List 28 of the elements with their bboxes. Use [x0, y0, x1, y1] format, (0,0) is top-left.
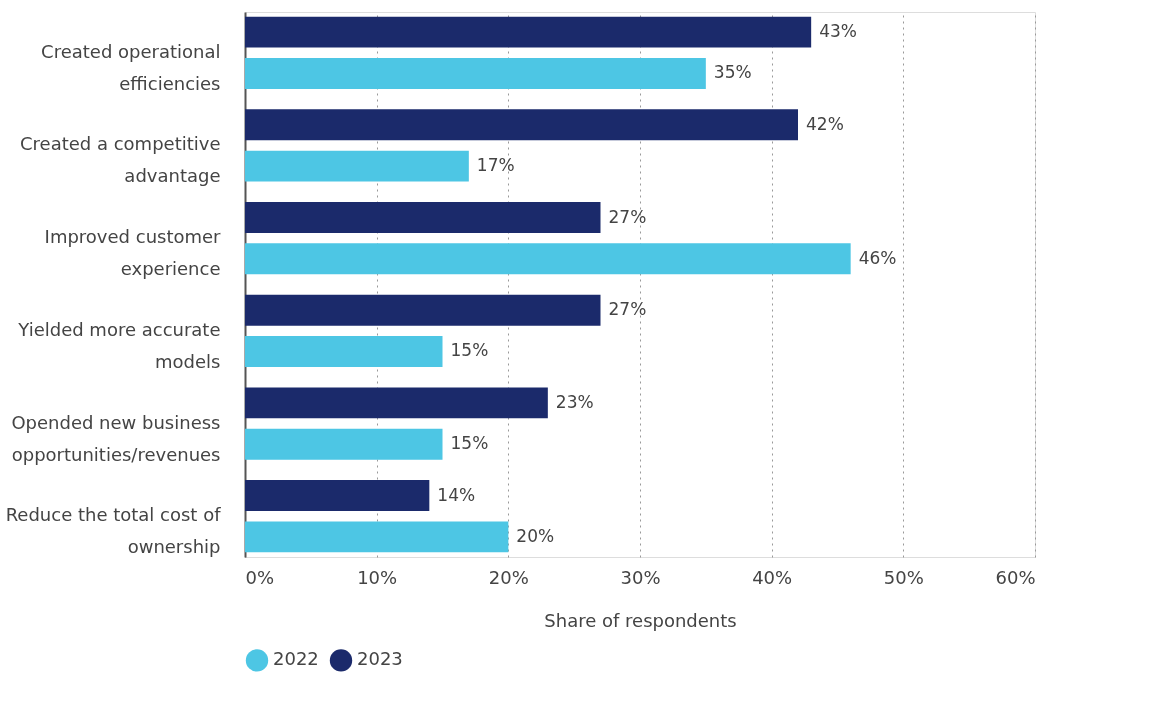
data-label: 27% [608, 299, 647, 320]
x-tick-label: 10% [357, 566, 398, 588]
x-axis-title: Share of respondents [544, 609, 737, 631]
data-label: 23% [555, 391, 594, 412]
y-tick-label: Yielded more accurate models [17, 318, 221, 372]
data-label: 42% [806, 113, 844, 134]
legend-label: 2023 [357, 648, 403, 670]
x-tick-label: 30% [620, 566, 661, 588]
x-tick-label: 0% [245, 566, 275, 588]
data-label: 17% [476, 155, 515, 176]
data-label: 35% [713, 62, 752, 83]
x-tick-label: 40% [752, 566, 793, 588]
data-label: 15% [450, 433, 489, 454]
data-label: 43% [819, 21, 857, 42]
data-label: 20% [516, 525, 555, 546]
x-tick-label: 60% [995, 566, 1036, 588]
x-tick-label: 20% [488, 566, 529, 588]
data-label: 46% [858, 247, 897, 268]
data-label: 15% [450, 340, 489, 361]
y-tick-label: Reduce the total cost of ownership [5, 504, 222, 558]
y-tick-label: Created a competitive advantage [20, 133, 221, 187]
data-label: 14% [437, 484, 476, 505]
legend-label: 2022 [273, 648, 319, 670]
y-tick-label: Opended new business opportunities/revenues [11, 411, 221, 465]
y-tick-label: Improved customer experience [44, 226, 222, 280]
x-tick-label: 50% [883, 566, 924, 588]
y-tick-label: Created operational efficiencies [41, 40, 221, 94]
data-label: 27% [608, 206, 647, 227]
